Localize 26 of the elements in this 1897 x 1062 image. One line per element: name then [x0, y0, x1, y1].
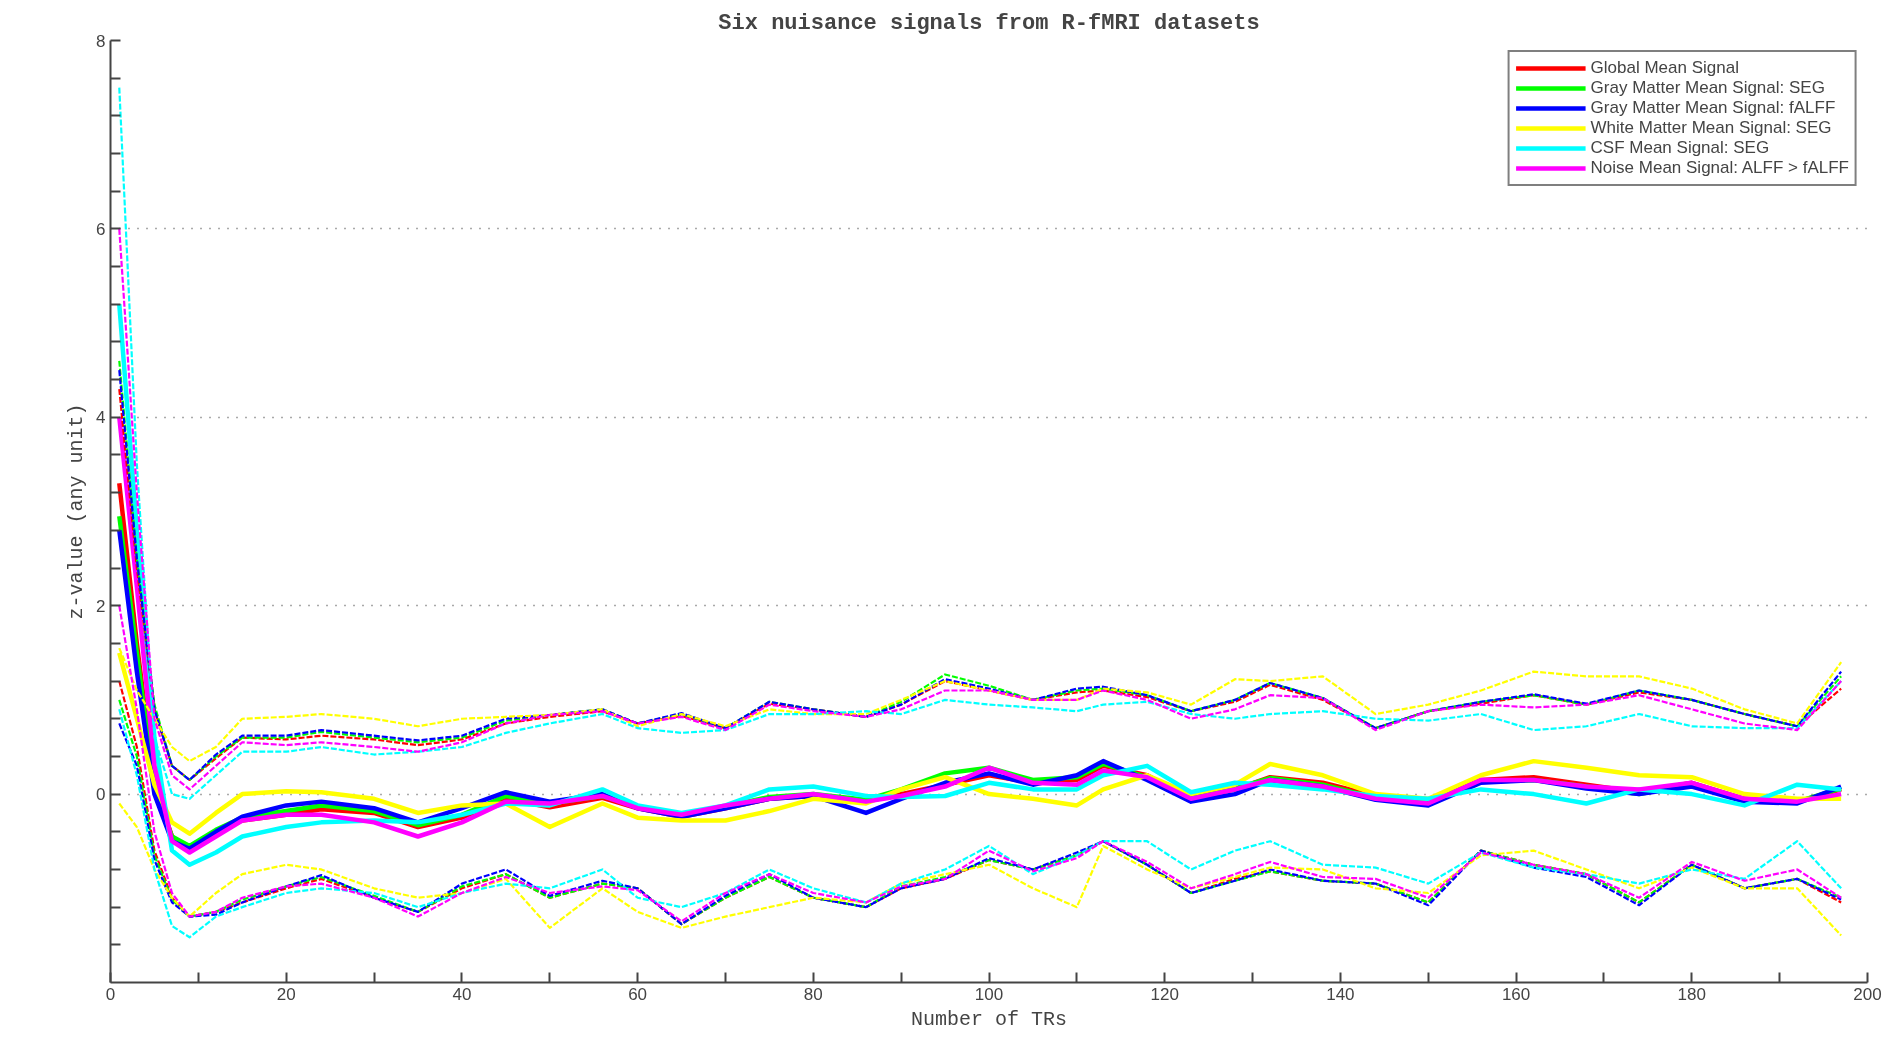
legend-label: Global Mean Signal — [1590, 58, 1739, 78]
legend-label: White Matter Mean Signal: SEG — [1590, 118, 1832, 138]
x-tick-label: 40 — [452, 984, 472, 1004]
line-series — [118, 802, 1843, 937]
x-tick-label: 160 — [1501, 984, 1531, 1004]
x-tick-label: 120 — [1150, 984, 1179, 1004]
legend-label: Gray Matter Mean Signal: SEG — [1590, 78, 1825, 98]
x-tick-label: 200 — [1853, 984, 1882, 1004]
x-tick-label: 80 — [803, 984, 823, 1004]
chart-title: Six nuisance signals from R-fMRI datasets — [718, 10, 1260, 36]
y-tick-label: 0 — [96, 785, 106, 805]
y-tick-label: 8 — [96, 31, 106, 51]
y-tick-label: 4 — [96, 408, 106, 428]
x-tick-label: 100 — [974, 984, 1004, 1004]
x-tick-label: 180 — [1677, 984, 1706, 1004]
y-tick-label: 6 — [96, 219, 106, 239]
y-tick-label: 2 — [96, 596, 106, 616]
x-tick-label: 60 — [628, 984, 648, 1004]
x-tick-label: 20 — [276, 984, 296, 1004]
legend-label: Noise Mean Signal: ALFF > fALFF — [1590, 158, 1849, 178]
y-axis-title: z-value (any unit) — [65, 403, 89, 620]
legend-label: Gray Matter Mean Signal: fALFF — [1590, 98, 1836, 118]
x-axis-title: Number of TRs — [910, 1007, 1068, 1031]
line-series — [118, 604, 1843, 923]
legend-label: CSF Mean Signal: SEG — [1590, 138, 1770, 158]
x-tick-label: 140 — [1326, 984, 1355, 1004]
